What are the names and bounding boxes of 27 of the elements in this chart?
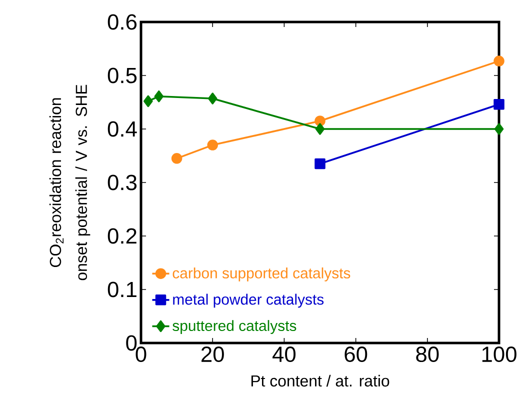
y-tick-label: 0.3 [108,174,137,190]
point [494,56,504,66]
x-tick-label: 20 [202,346,224,362]
point [154,90,164,102]
x-tick-label: 40 [272,346,296,362]
point [494,99,504,110]
y-tick-label: 0.5 [108,68,137,84]
point [207,140,218,150]
point [171,153,182,164]
point [314,158,326,170]
x-tick-label: 80 [416,346,439,362]
legend-label: metal powder catalysts [173,294,324,308]
point [208,92,218,104]
legend-label: sputtered catalysts [172,320,296,334]
y-tick-label: 0.1 [108,282,136,298]
x-tick-label: 60 [344,346,368,362]
point [494,123,504,135]
y-tick-label: 0.2 [108,228,136,244]
point [314,116,326,126]
y-tick-label: 0 [126,335,137,351]
legend-label: carbon supported catalysts [172,267,350,282]
y-tick-label: 0.6 [108,14,137,30]
y-tick-label: 0.4 [108,121,137,137]
point [315,123,325,135]
point [144,95,153,108]
x-axis-title: Pt content / at. ratio [251,374,390,387]
x-tick-label: 100 [482,346,516,362]
